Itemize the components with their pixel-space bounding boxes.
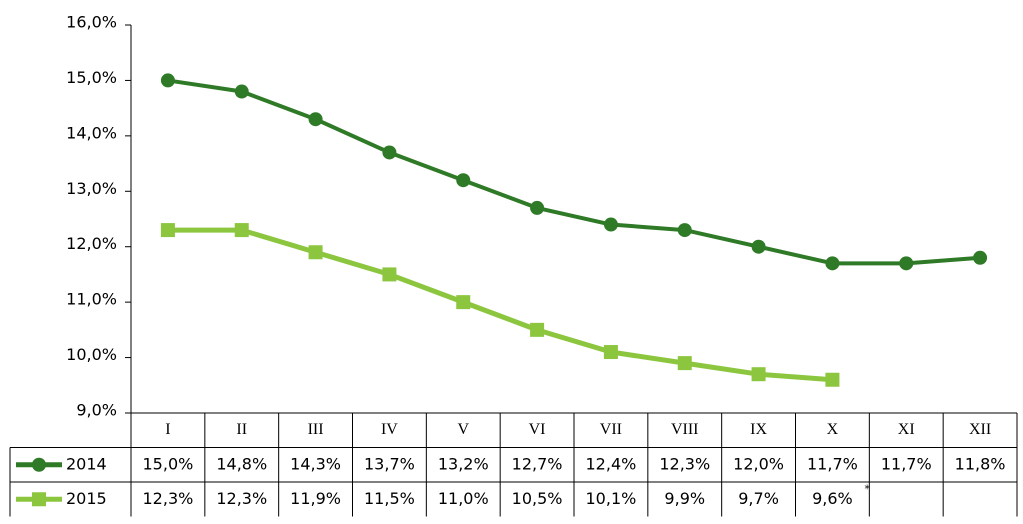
x-tick-label: VII — [600, 421, 622, 438]
table-value: 9,6% — [812, 489, 853, 508]
point — [160, 223, 175, 238]
table-value: 14,8% — [216, 454, 267, 473]
point — [825, 372, 840, 387]
table-value: 11,5% — [364, 489, 415, 508]
x-tick-label: I — [165, 421, 170, 438]
point — [160, 73, 175, 88]
y-tick-label: 9,0% — [76, 401, 117, 420]
series-line — [167, 78, 981, 266]
point — [530, 322, 545, 337]
y-tick-label: 16,0% — [66, 13, 117, 32]
point — [751, 367, 766, 382]
table-value: 10,1% — [586, 489, 637, 508]
point — [308, 245, 323, 260]
table-value: 10,5% — [512, 489, 563, 508]
point — [234, 84, 249, 99]
point — [530, 200, 545, 215]
table-value: 11,7% — [881, 454, 932, 473]
x-tick-label: X — [827, 421, 839, 438]
point — [973, 250, 988, 265]
table-value: 12,7% — [512, 454, 563, 473]
point — [32, 457, 46, 472]
y-tick-label: 10,0% — [66, 345, 117, 364]
legend-label: 2014 — [66, 454, 107, 473]
series-line — [167, 227, 833, 383]
point — [677, 223, 692, 238]
table-value: 12,3% — [143, 489, 194, 508]
point — [234, 223, 249, 238]
point — [677, 356, 692, 371]
table-value: 13,2% — [438, 454, 489, 473]
table-value: 9,7% — [738, 489, 779, 508]
point — [382, 267, 397, 282]
y-tick-label: 13,0% — [66, 179, 117, 198]
x-tick-label: II — [236, 421, 247, 438]
footnote-marker: * — [864, 482, 870, 495]
table-value: 11,7% — [807, 454, 858, 473]
y-tick-label: 14,0% — [66, 123, 117, 142]
point — [382, 145, 397, 160]
point — [456, 173, 471, 188]
x-tick-label: VI — [529, 421, 546, 438]
table-value: 12,3% — [659, 454, 710, 473]
table-value: 11,9% — [290, 489, 341, 508]
point — [603, 345, 618, 360]
table-value: 11,0% — [438, 489, 489, 508]
x-tick-label: XII — [969, 421, 991, 438]
point — [456, 295, 471, 310]
table-value: 9,9% — [664, 489, 705, 508]
point — [308, 112, 323, 127]
table-value: 12,0% — [733, 454, 784, 473]
point — [603, 217, 618, 232]
legend-label: 2015 — [66, 489, 107, 508]
x-tick-label: IX — [750, 421, 767, 438]
table-value: 14,3% — [290, 454, 341, 473]
y-tick-label: 11,0% — [66, 290, 117, 309]
point — [751, 239, 766, 254]
table-value: 13,7% — [364, 454, 415, 473]
x-tick-label: VIII — [671, 421, 699, 438]
point — [899, 256, 914, 271]
y-tick-label: 12,0% — [66, 234, 117, 253]
table-value: 15,0% — [143, 454, 194, 473]
x-tick-label: IV — [381, 421, 398, 438]
table-value: 11,8% — [955, 454, 1006, 473]
point — [32, 492, 46, 507]
table-value: 12,4% — [586, 454, 637, 473]
x-tick-label: XI — [898, 421, 915, 438]
x-tick-label: III — [308, 421, 324, 438]
point — [825, 256, 840, 271]
table-value: 12,3% — [216, 489, 267, 508]
x-tick-label: V — [457, 421, 469, 438]
y-tick-label: 15,0% — [66, 68, 117, 87]
